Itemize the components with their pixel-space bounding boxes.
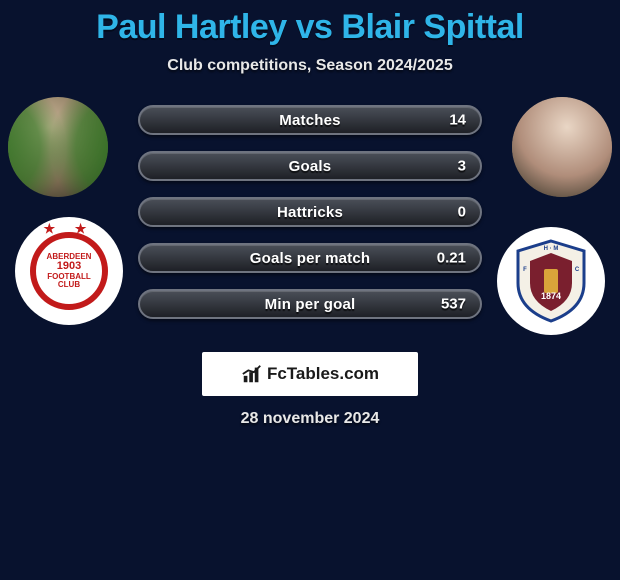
stat-bar-min-per-goal: Min per goal 537 xyxy=(138,289,482,319)
stat-right-value: 3 xyxy=(458,158,466,175)
stat-label: Min per goal xyxy=(265,296,356,313)
stat-bar-hattricks: Hattricks 0 xyxy=(138,197,482,227)
subtitle: Club competitions, Season 2024/2025 xyxy=(0,57,620,75)
player-right-club-badge: 1874 H · M F C xyxy=(497,227,605,335)
page-title: Paul Hartley vs Blair Spittal xyxy=(0,0,620,47)
club-left-crest: ABERDEEN 1903 FOOTBALL CLUB xyxy=(30,232,108,310)
player-right-avatar xyxy=(512,97,612,197)
stat-right-value: 0 xyxy=(458,204,466,221)
stat-right-value: 0.21 xyxy=(437,250,466,267)
stat-bars: Matches 14 Goals 3 Hattricks 0 Goals per… xyxy=(138,105,482,335)
player-left-club-badge: ABERDEEN 1903 FOOTBALL CLUB xyxy=(15,217,123,325)
svg-text:H · M: H · M xyxy=(544,246,559,252)
club-right-crest: 1874 H · M F C xyxy=(514,239,588,323)
stat-bar-matches: Matches 14 xyxy=(138,105,482,135)
stat-label: Goals xyxy=(289,158,332,175)
club-left-text-year: 1903 xyxy=(57,261,81,273)
stat-label: Hattricks xyxy=(277,204,343,221)
stat-bar-goals-per-match: Goals per match 0.21 xyxy=(138,243,482,273)
stat-label: Matches xyxy=(279,112,340,129)
stat-bar-goals: Goals 3 xyxy=(138,151,482,181)
date-label: 28 november 2024 xyxy=(0,410,620,428)
stat-right-value: 537 xyxy=(441,296,466,313)
stat-label: Goals per match xyxy=(250,250,371,267)
svg-text:1874: 1874 xyxy=(541,291,561,301)
club-left-text-bottom: FOOTBALL CLUB xyxy=(36,273,102,290)
stat-right-value: 14 xyxy=(449,112,466,129)
watermark: FcTables.com xyxy=(202,352,418,396)
chart-icon xyxy=(241,363,263,385)
player-left-avatar xyxy=(8,97,108,197)
svg-text:F: F xyxy=(523,267,527,273)
watermark-text: FcTables.com xyxy=(267,364,379,384)
svg-text:C: C xyxy=(575,267,580,273)
